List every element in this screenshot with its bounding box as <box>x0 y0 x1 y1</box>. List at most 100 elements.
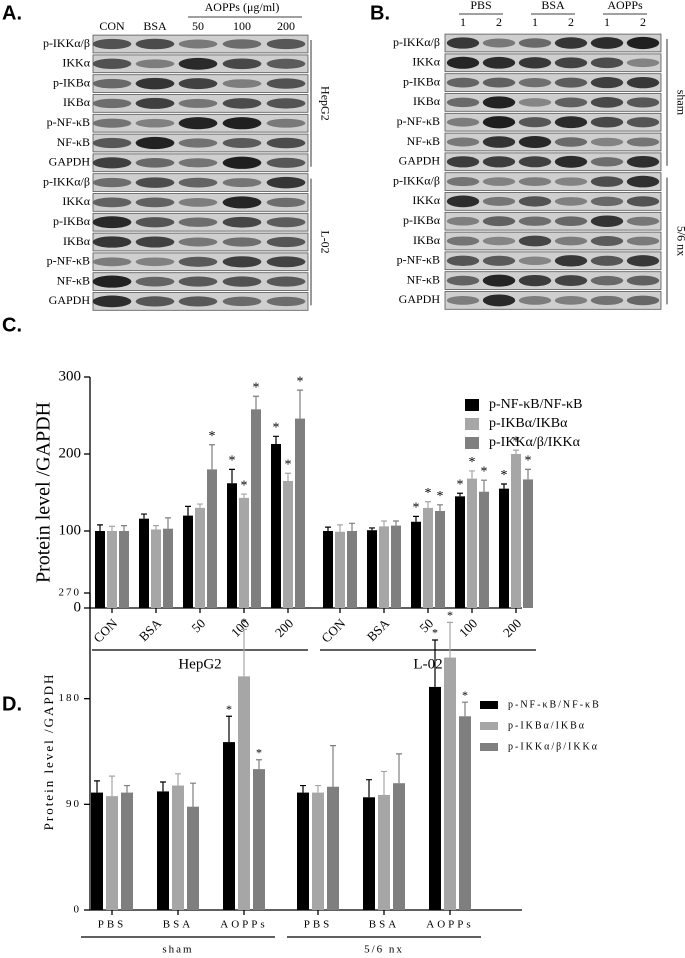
blot-band <box>222 276 262 287</box>
blot-band <box>446 117 480 127</box>
blot-band <box>222 79 262 88</box>
significance-mark: * <box>462 688 468 702</box>
error-bar <box>300 784 306 793</box>
blot-band <box>135 118 175 128</box>
blot-band <box>222 98 262 109</box>
blot-band <box>590 235 624 247</box>
blot-band <box>222 58 262 70</box>
blot-band <box>135 97 175 109</box>
y-axis-label: Protein level /GAPDH <box>41 673 56 831</box>
column-label: 100 <box>233 19 251 33</box>
blot-band <box>554 275 588 287</box>
blot-band <box>178 57 218 70</box>
blot-band <box>92 38 132 50</box>
error-bar <box>432 639 438 687</box>
blot-band <box>626 236 660 246</box>
y-tick-label: 200 <box>59 445 82 461</box>
bar <box>479 491 489 608</box>
bar <box>379 526 389 608</box>
x-tick-label: PBS <box>98 919 127 931</box>
blot-band <box>178 276 218 287</box>
blot-band <box>482 196 516 206</box>
significance-mark: * <box>513 434 520 449</box>
blot-band <box>518 77 552 88</box>
blot-band <box>590 137 624 147</box>
blot-band <box>554 216 588 226</box>
panel-label: B. <box>370 2 390 24</box>
significance-mark: * <box>229 454 236 469</box>
x-tick-label: AOPPs <box>426 919 473 931</box>
blot-band <box>554 296 588 305</box>
blot-band <box>590 295 624 305</box>
error-bar <box>366 779 372 798</box>
blot-band <box>92 275 132 288</box>
x-tick-label: 200 <box>500 616 524 640</box>
blot-band <box>446 56 480 69</box>
blot-row-label: GAPDH <box>49 293 91 307</box>
blot-row-label: p-IKKα/β <box>43 174 90 188</box>
blot-band <box>554 197 588 206</box>
bar <box>207 469 217 608</box>
blot-band <box>554 116 588 129</box>
blot-band <box>626 155 660 168</box>
blot-band <box>482 236 516 246</box>
group-label: sham <box>162 944 193 956</box>
blot-band <box>626 97 660 108</box>
y-tick-label: 100 <box>59 522 82 538</box>
error-bar <box>229 468 235 484</box>
significance-mark: * <box>481 464 488 479</box>
panel-label: A. <box>2 2 22 24</box>
blot-band <box>554 255 588 267</box>
blot-band <box>626 137 660 147</box>
blot-band <box>626 117 660 128</box>
blot-row-label: p-IKBα <box>53 75 91 89</box>
bar <box>227 483 237 608</box>
significance-mark: * <box>501 468 508 483</box>
blot-band <box>446 275 480 286</box>
group-label: L-02 <box>413 656 442 672</box>
blot-band <box>518 117 552 128</box>
significance-mark: * <box>457 477 464 492</box>
blot-band <box>518 136 552 148</box>
error-bar <box>121 525 127 531</box>
bar <box>151 529 161 608</box>
blot-band <box>92 118 132 128</box>
blot-band <box>266 176 306 189</box>
error-bar <box>241 628 247 677</box>
error-bar <box>501 483 507 489</box>
error-bar <box>273 435 279 444</box>
bar <box>295 418 305 608</box>
blot-band <box>626 36 660 50</box>
blot-band <box>222 296 262 307</box>
blot-group-label: 5/6 nx <box>674 226 685 256</box>
blot-band <box>482 136 516 148</box>
bar <box>391 525 401 608</box>
blot-band <box>92 137 132 149</box>
blot-row-label: p-IKBα <box>403 74 441 88</box>
blot-band <box>446 216 480 226</box>
blot-band <box>266 78 306 89</box>
bar <box>435 510 445 608</box>
blot-band <box>266 58 306 69</box>
bar <box>393 783 405 910</box>
bar <box>363 797 375 910</box>
error-bar <box>525 468 531 480</box>
error-bar <box>285 472 291 481</box>
blot-band <box>135 38 175 50</box>
x-tick-label: PBS <box>304 919 333 931</box>
blot-band <box>446 236 480 246</box>
legend-label: p-NF-κB/NF-κB <box>508 699 601 710</box>
blot-band <box>135 217 175 228</box>
error-bar <box>349 522 355 531</box>
bar <box>239 497 249 608</box>
blot-band <box>222 178 262 188</box>
legend-label: p-IKKα/β/IKKα <box>508 741 599 752</box>
blot-band <box>446 195 480 208</box>
blot-band <box>554 77 588 88</box>
blot-band <box>554 236 588 246</box>
blot-band <box>626 196 660 207</box>
column-group-label: AOPPs <box>607 0 643 12</box>
lane-label: 2 <box>496 15 502 29</box>
blot-band <box>266 236 306 248</box>
